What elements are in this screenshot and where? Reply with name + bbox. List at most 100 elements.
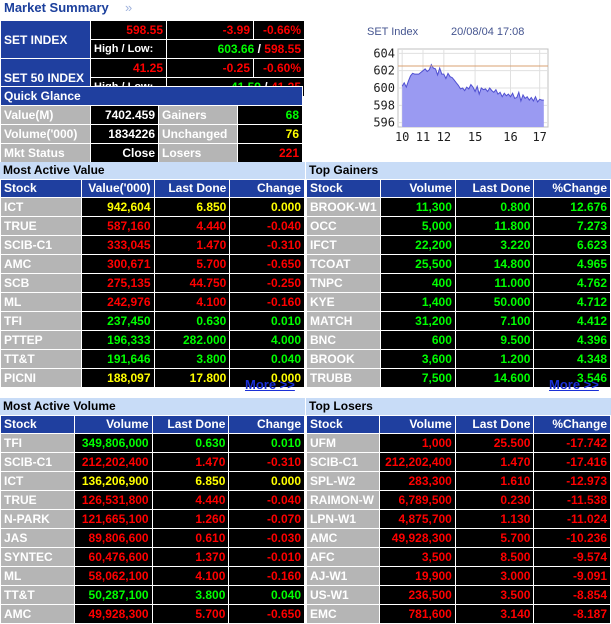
value-cell: 237,450 [81,312,154,330]
volume-cell: 58,062,100 [74,567,152,585]
table-row: AJ-W1 19,900 3.000 -9.091 [307,567,610,585]
stock-symbol: TCOAT [307,255,380,273]
set-index-label: SET INDEX [1,21,90,58]
stock-symbol: BROOK [307,350,380,368]
set50-index-change: -0.25 [167,59,253,77]
quick-glance-table: Quick Glance Value(M) 7402.459 Gainers 6… [0,86,303,163]
stock-symbol: BROOK-W1 [307,198,380,216]
last-done-cell: 11.000 [455,274,534,292]
stock-symbol: AJ-W1 [307,567,379,585]
stock-symbol: TRUE [1,491,74,509]
stock-symbol: EMC [307,605,379,623]
value-cell: 275,135 [81,274,154,292]
table-row: KYE 1,400 50.000 4.712 [307,293,610,311]
last-done-cell: 3.800 [152,586,229,604]
change-cell: -0.040 [230,217,304,235]
last-done-cell: 1.470 [455,453,534,471]
stock-symbol: LPN-W1 [307,510,379,528]
last-done-cell: 4.100 [154,293,230,311]
last-done-cell: 11.800 [455,217,534,235]
last-done-cell: 9.500 [455,331,534,349]
col-stock: Stock [1,180,81,197]
most-active-value-table: Stock Value('000) Last Done Change ICT 94… [0,179,305,388]
change-cell: -0.160 [229,567,304,585]
table-row: ML 58,062,100 4.100 -0.160 [1,567,304,585]
stock-symbol: N-PARK [1,510,74,528]
last-done-cell: 3.000 [455,567,534,585]
more-top-gainers-link[interactable]: More >> [549,377,599,392]
col-last-done: Last Done [455,416,534,433]
table-row: PTTEP 196,333 282.000 4.000 [1,331,304,349]
change-cell: 0.010 [230,312,304,330]
change-cell: -0.010 [229,548,304,566]
x-tick-label: 11 [416,130,430,144]
col-change: Change [230,180,304,197]
set-index-high: 603.66 [217,42,255,56]
last-done-cell: 6.850 [152,472,229,490]
volume-cell: 121,665,100 [74,510,152,528]
table-row: TNPC 400 11.000 4.762 [307,274,610,292]
stock-symbol: ICT [1,472,74,490]
qg-label-losers: Losers [159,144,237,162]
table-row: TT&T 50,287,100 3.800 0.040 [1,586,304,604]
last-done-cell: 50.000 [455,293,534,311]
volume-cell: 22,200 [380,236,455,254]
stock-symbol: TFI [1,312,81,330]
table-row: AMC 300,671 5.700 -0.650 [1,255,304,273]
table-row: AMC 49,928,300 5.700 -0.650 [1,605,304,623]
change-cell: -0.070 [229,510,304,528]
last-done-cell: 0.610 [152,529,229,547]
pct-change-cell: 3.546 [534,369,610,387]
col-stock: Stock [307,180,380,197]
table-row: TT&T 191,646 3.800 0.040 [1,350,304,368]
top-gainers-section: Top Gainers Stock Volume Last Done %Chan… [306,162,611,388]
table-row: TCOAT 25,500 14.800 4.965 [307,255,610,273]
volume-cell: 781,600 [379,605,455,623]
change-cell: -0.650 [230,255,304,273]
last-done-cell: 5.700 [154,255,230,273]
col-pct-change: %Change [534,416,610,433]
last-done-cell: 44.750 [154,274,230,292]
pct-change-cell: -12.973 [534,472,610,490]
pct-change-cell: 6.623 [534,236,610,254]
stock-symbol: AMC [307,529,379,547]
volume-cell: 60,476,600 [74,548,152,566]
set-index-chart: SET Index 20/08/04 17:08 604 602 600 598 596… [355,22,555,144]
change-cell: -0.650 [229,605,304,623]
volume-cell: 25,500 [380,255,455,273]
stock-symbol: PICNI [1,369,81,387]
change-cell: 0.000 [230,198,304,216]
x-tick-label: 10 [395,130,409,144]
area-fill [402,64,544,127]
volume-cell: 4,875,700 [379,510,455,528]
pct-change-cell: -10.236 [534,529,610,547]
volume-cell: 5,000 [380,217,455,235]
last-done-cell: 14.600 [455,369,534,387]
pct-change-cell: -8.187 [534,605,610,623]
last-done-cell: 4.440 [152,491,229,509]
stock-symbol: ICT [1,198,81,216]
pct-change-cell: 4.348 [534,350,610,368]
more-most-active-value-link[interactable]: More >> [245,377,295,392]
col-change: Change [229,416,304,433]
volume-cell: 212,202,400 [379,453,455,471]
last-done-cell: 1.370 [152,548,229,566]
pct-change-cell: -17.416 [534,453,610,471]
stock-symbol: AMC [1,255,81,273]
most-active-volume-table: Stock Volume Last Done Change TFI 349,806… [0,415,305,624]
volume-cell: 349,806,000 [74,434,152,452]
col-volume: Volume [380,180,455,197]
market-index-table: SET INDEX 598.55 -3.99 -0.66% High / Low… [0,20,305,97]
last-done-cell: 282.000 [154,331,230,349]
change-cell: -0.250 [230,274,304,292]
stock-symbol: TT&T [1,586,74,604]
last-done-cell: 17.800 [154,369,230,387]
last-done-cell: 7.100 [455,312,534,330]
set-index-low: 598.55 [264,42,301,56]
chart-title: SET Index [367,26,419,38]
stock-symbol: ML [1,567,74,585]
x-tick-label: 17 [532,130,546,144]
stock-symbol: TFI [1,434,74,452]
stock-symbol: TRUBB [307,369,380,387]
quick-glance-title: Quick Glance [1,87,302,105]
